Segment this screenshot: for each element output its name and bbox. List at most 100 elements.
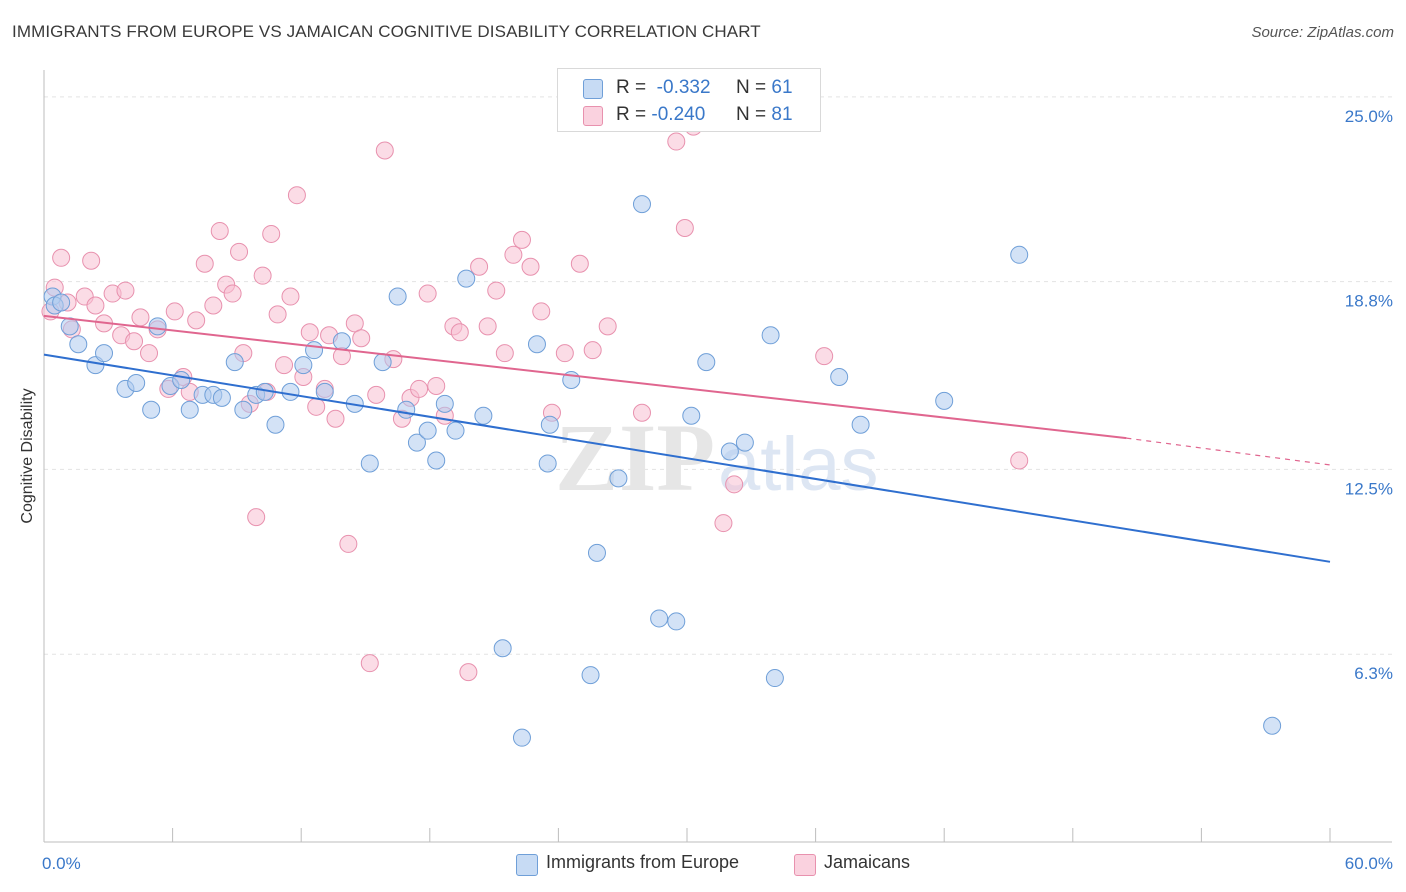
europe-point xyxy=(172,370,191,389)
jamaicans-point xyxy=(345,314,364,333)
europe-point xyxy=(142,400,161,419)
europe-point xyxy=(682,406,701,425)
jamaicans-point xyxy=(339,534,358,553)
europe-trendline xyxy=(43,353,1331,563)
europe-point xyxy=(180,400,199,419)
jamaicans-point xyxy=(307,397,326,416)
europe-point xyxy=(294,356,313,375)
europe-point xyxy=(435,394,454,413)
grid-lines xyxy=(44,96,1392,655)
europe-swatch xyxy=(583,79,603,99)
europe-point xyxy=(446,421,465,440)
jamaicans-point xyxy=(570,254,589,273)
source-label: Source: ZipAtlas.com xyxy=(1251,24,1394,41)
jamaicans-point xyxy=(287,186,306,205)
jamaicans-point xyxy=(555,344,574,363)
europe-point xyxy=(212,388,231,407)
jamaicans-point xyxy=(86,296,105,315)
europe-point xyxy=(360,454,379,473)
x-tick-label: 60.0% xyxy=(1345,854,1393,873)
jamaicans-point xyxy=(450,323,469,342)
europe-point xyxy=(851,415,870,434)
jamaicans-point xyxy=(247,508,266,527)
stats-r-value: -0.240 xyxy=(651,104,706,125)
stats-n: N = 81 xyxy=(736,104,793,125)
jamaicans-point xyxy=(459,663,478,682)
europe-point xyxy=(632,195,651,214)
europe-point xyxy=(538,454,557,473)
jamaicans-point xyxy=(281,287,300,306)
europe-point xyxy=(581,666,600,685)
x-tick-label: 0.0% xyxy=(42,854,81,873)
watermark: ZIP atlas xyxy=(555,404,879,511)
jamaicans-point xyxy=(583,341,602,360)
europe-point xyxy=(225,353,244,372)
europe-point xyxy=(474,406,493,425)
jamaicans-point xyxy=(367,385,386,404)
europe-points xyxy=(43,195,1282,747)
jamaicans-trendline xyxy=(43,314,1127,440)
y-tick-labels: 6.3% 12.5% 18.8% 25.0% xyxy=(1345,107,1393,683)
stats-r: R = -0.240 xyxy=(616,104,706,125)
europe-point xyxy=(667,612,686,631)
jamaicans-point xyxy=(470,257,489,276)
jamaicans-point xyxy=(210,221,229,240)
chart-title: IMMIGRANTS FROM EUROPE VS JAMAICAN COGNI… xyxy=(12,22,761,41)
jamaicans-point xyxy=(187,311,206,330)
europe-point xyxy=(388,287,407,306)
europe-point xyxy=(315,382,334,401)
europe-point xyxy=(493,639,512,658)
europe-point xyxy=(397,400,416,419)
europe-legend-swatch xyxy=(516,854,538,876)
jamaicans-point xyxy=(675,218,694,237)
jamaicans-point xyxy=(632,403,651,422)
jamaicans-point xyxy=(82,251,101,270)
jamaicans-point xyxy=(504,245,523,264)
europe-point xyxy=(69,335,88,354)
europe-point xyxy=(234,400,253,419)
europe-point xyxy=(373,353,392,372)
europe-point xyxy=(305,341,324,360)
jamaicans-point xyxy=(360,654,379,673)
jamaicans-swatch xyxy=(583,106,603,126)
europe-point xyxy=(457,269,476,288)
jamaicans-point xyxy=(262,224,281,243)
europe-point xyxy=(1010,245,1029,264)
jamaicans-legend-swatch xyxy=(794,854,816,876)
jamaicans-point xyxy=(253,266,272,285)
stats-r: R = -0.332 xyxy=(616,77,711,98)
europe-point xyxy=(52,293,71,312)
europe-point xyxy=(765,669,784,688)
jamaicans-point xyxy=(275,356,294,375)
europe-point xyxy=(735,433,754,452)
jamaicans-point xyxy=(714,514,733,533)
jamaicans-point xyxy=(204,296,223,315)
jamaicans-points xyxy=(41,117,1029,682)
jamaicans-point xyxy=(131,308,150,327)
europe-point xyxy=(540,415,559,434)
jamaicans-point xyxy=(1010,451,1029,470)
europe-point xyxy=(609,469,628,488)
europe-point xyxy=(527,335,546,354)
europe-point xyxy=(697,353,716,372)
europe-point xyxy=(587,543,606,562)
jamaicans-trendline-extension xyxy=(1126,437,1331,466)
jamaicans-point xyxy=(487,281,506,300)
jamaicans-point xyxy=(532,302,551,321)
europe-point xyxy=(418,421,437,440)
europe-point xyxy=(720,442,739,461)
jamaicans-point xyxy=(165,302,184,321)
y-tick-label: 6.3% xyxy=(1354,664,1393,683)
jamaicans-point xyxy=(116,281,135,300)
jamaicans-point xyxy=(495,344,514,363)
trend-lines xyxy=(43,314,1331,563)
europe-legend-label: Immigrants from Europe xyxy=(546,852,740,872)
jamaicans-point xyxy=(427,376,446,395)
europe-point xyxy=(332,332,351,351)
jamaicans-point xyxy=(815,347,834,366)
y-tick-label: 25.0% xyxy=(1345,107,1393,126)
jamaicans-point xyxy=(598,317,617,336)
jamaicans-point xyxy=(667,132,686,151)
europe-point xyxy=(935,391,954,410)
